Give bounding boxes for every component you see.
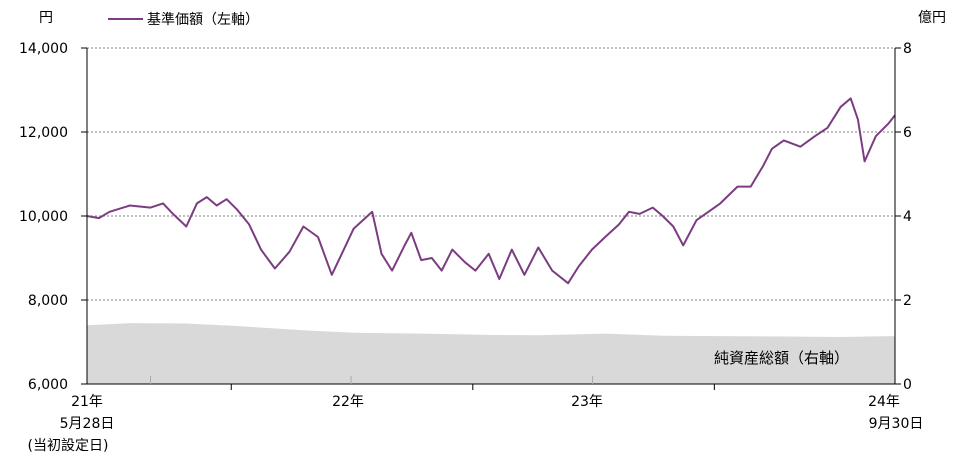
right-tick-label: 0	[903, 377, 912, 393]
legend-label: 基準価額（左軸）	[147, 11, 259, 28]
x-label-start-note: (当初設定日)	[28, 437, 109, 454]
left-tick-label: 14,000	[19, 41, 68, 57]
axes	[81, 47, 901, 390]
left-axis-ticks: 6,000 8,000 10,000 12,000 14,000	[19, 41, 68, 393]
nav-line	[86, 97, 896, 285]
right-tick-label: 2	[903, 293, 912, 309]
left-tick-label: 8,000	[28, 293, 68, 309]
right-tick-label: 4	[903, 209, 912, 225]
x-label-start-year: 21年	[71, 394, 103, 410]
legend: 基準価額（左軸）	[108, 11, 259, 28]
x-label-end-date: 9月30日	[869, 416, 924, 432]
x-axis-labels: 21年 5月28日 (当初設定日) 22年 23年 24年 9月30日	[28, 394, 924, 454]
left-tick-label: 10,000	[19, 209, 68, 225]
area-label: 純資産総額（右軸）	[714, 349, 849, 367]
x-label-start-date: 5月28日	[60, 416, 115, 432]
x-label-end-year: 24年	[868, 394, 900, 410]
left-tick-label: 12,000	[19, 125, 68, 141]
right-axis-ticks: 0 2 4 6 8	[903, 41, 912, 393]
x-label-year: 23年	[571, 394, 603, 410]
net-assets-area	[87, 323, 895, 384]
x-label-year: 22年	[332, 394, 364, 410]
right-tick-label: 6	[903, 125, 912, 141]
left-tick-label: 6,000	[28, 377, 68, 393]
gridlines	[87, 47, 895, 301]
right-tick-label: 8	[903, 41, 912, 57]
right-unit-label: 億円	[918, 10, 946, 26]
left-unit-label: 円	[39, 10, 53, 26]
